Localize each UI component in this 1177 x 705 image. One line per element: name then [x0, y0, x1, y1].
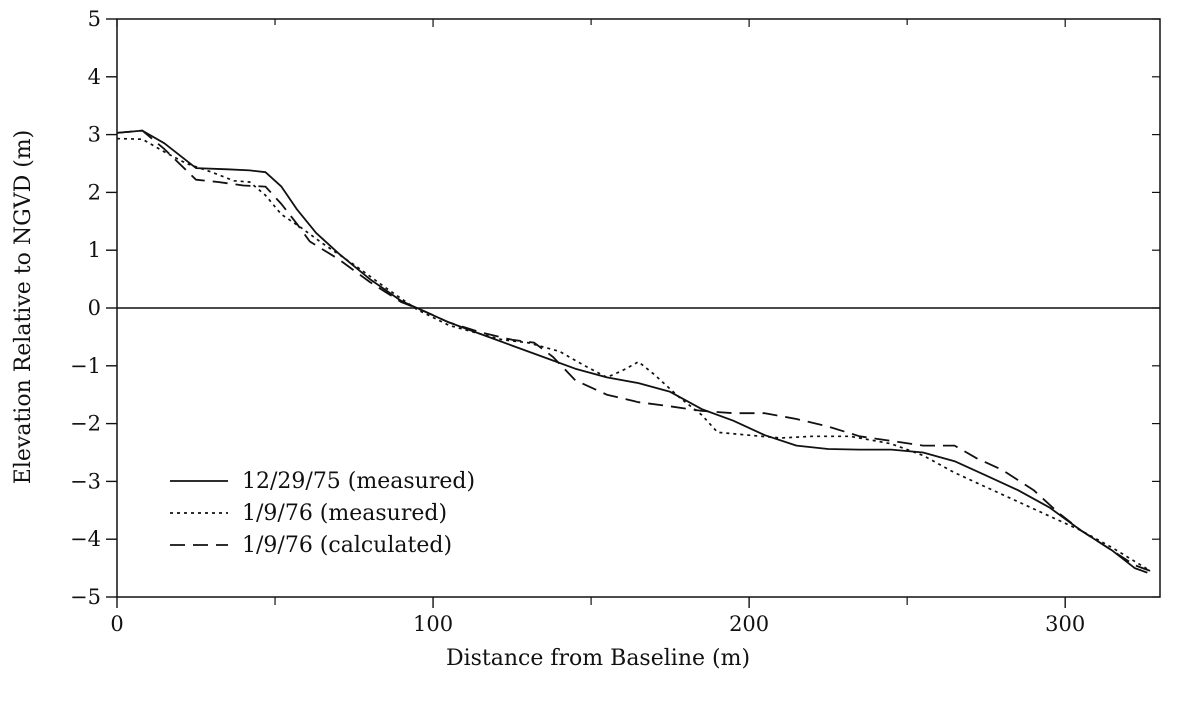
y-tick-label: 5 — [88, 7, 101, 31]
y-tick-label: −3 — [70, 469, 101, 493]
legend-label-3: 1/9/76 (calculated) — [242, 533, 452, 558]
series-line-1 — [116, 129, 1148, 574]
series-line-2 — [116, 137, 1151, 572]
legend-label-2: 1/9/76 (measured) — [242, 501, 447, 526]
x-tick-label: 100 — [413, 612, 453, 636]
x-tick-label: 300 — [1045, 612, 1085, 636]
x-axis-label: Distance from Baseline (m) — [446, 646, 750, 671]
x-tick-label: 200 — [729, 612, 769, 636]
y-tick-label: 4 — [88, 65, 101, 89]
series-line-3 — [116, 129, 1151, 572]
y-tick-label: −2 — [70, 412, 101, 436]
y-tick-label: 3 — [88, 123, 101, 147]
y-tick-label: 2 — [88, 180, 101, 204]
plot-area: −5 −4 −3 −2 −1 0 1 2 3 4 5 0 100 200 300 12/29/75 (meas… — [70, 7, 1161, 636]
y-tick-label: −1 — [70, 354, 101, 378]
legend-label-1: 12/29/75 (measured) — [242, 469, 475, 494]
y-tick-label: 1 — [88, 238, 101, 262]
y-tick-label: −5 — [70, 585, 101, 609]
x-tick-label: 0 — [110, 612, 123, 636]
y-tick-label: 0 — [88, 296, 101, 320]
y-axis-label: Elevation Relative to NGVD (m) — [11, 130, 36, 484]
y-tick-label: −4 — [70, 527, 101, 551]
